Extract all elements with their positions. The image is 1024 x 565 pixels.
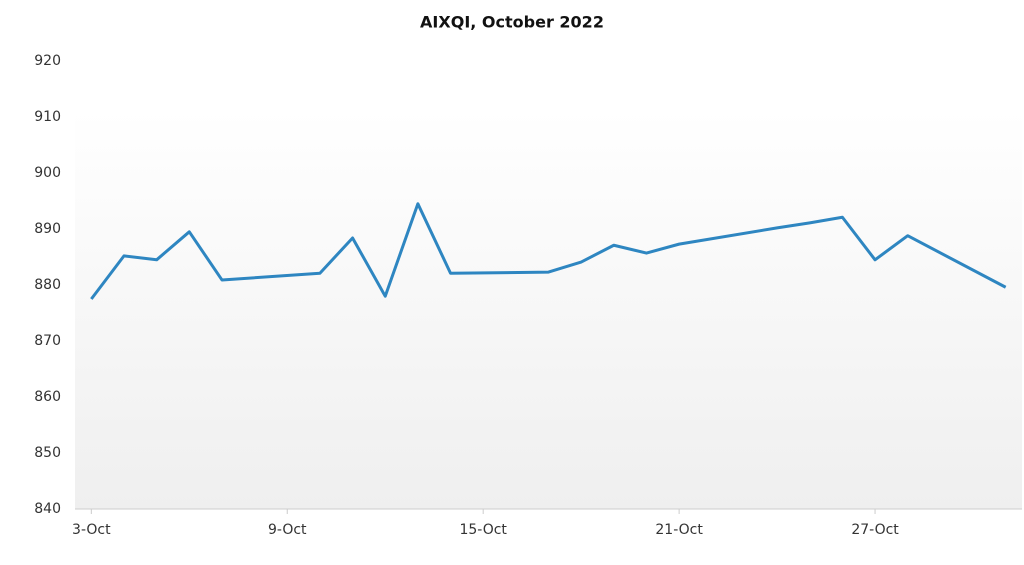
y-tick-label: 910 <box>34 109 61 125</box>
line-series <box>90 202 1007 300</box>
y-tick-label: 900 <box>34 165 61 181</box>
x-tick-label: 27-Oct <box>851 522 899 538</box>
y-tick-label: 840 <box>34 501 61 517</box>
y-tick-label: 890 <box>34 221 61 237</box>
y-tick-label: 880 <box>34 277 61 293</box>
x-tick-label: 21-Oct <box>655 522 703 538</box>
chart-title: AIXQI, October 2022 <box>420 13 604 32</box>
y-tick-label: 860 <box>34 389 61 405</box>
x-tick-label: 15-Oct <box>459 522 507 538</box>
x-tick-label: 3-Oct <box>72 522 111 538</box>
y-tick-label: 870 <box>34 333 61 349</box>
y-tick-label: 850 <box>34 445 61 461</box>
x-tick-label: 9-Oct <box>268 522 307 538</box>
y-tick-label: 920 <box>34 53 61 69</box>
plot-background <box>75 110 1022 509</box>
